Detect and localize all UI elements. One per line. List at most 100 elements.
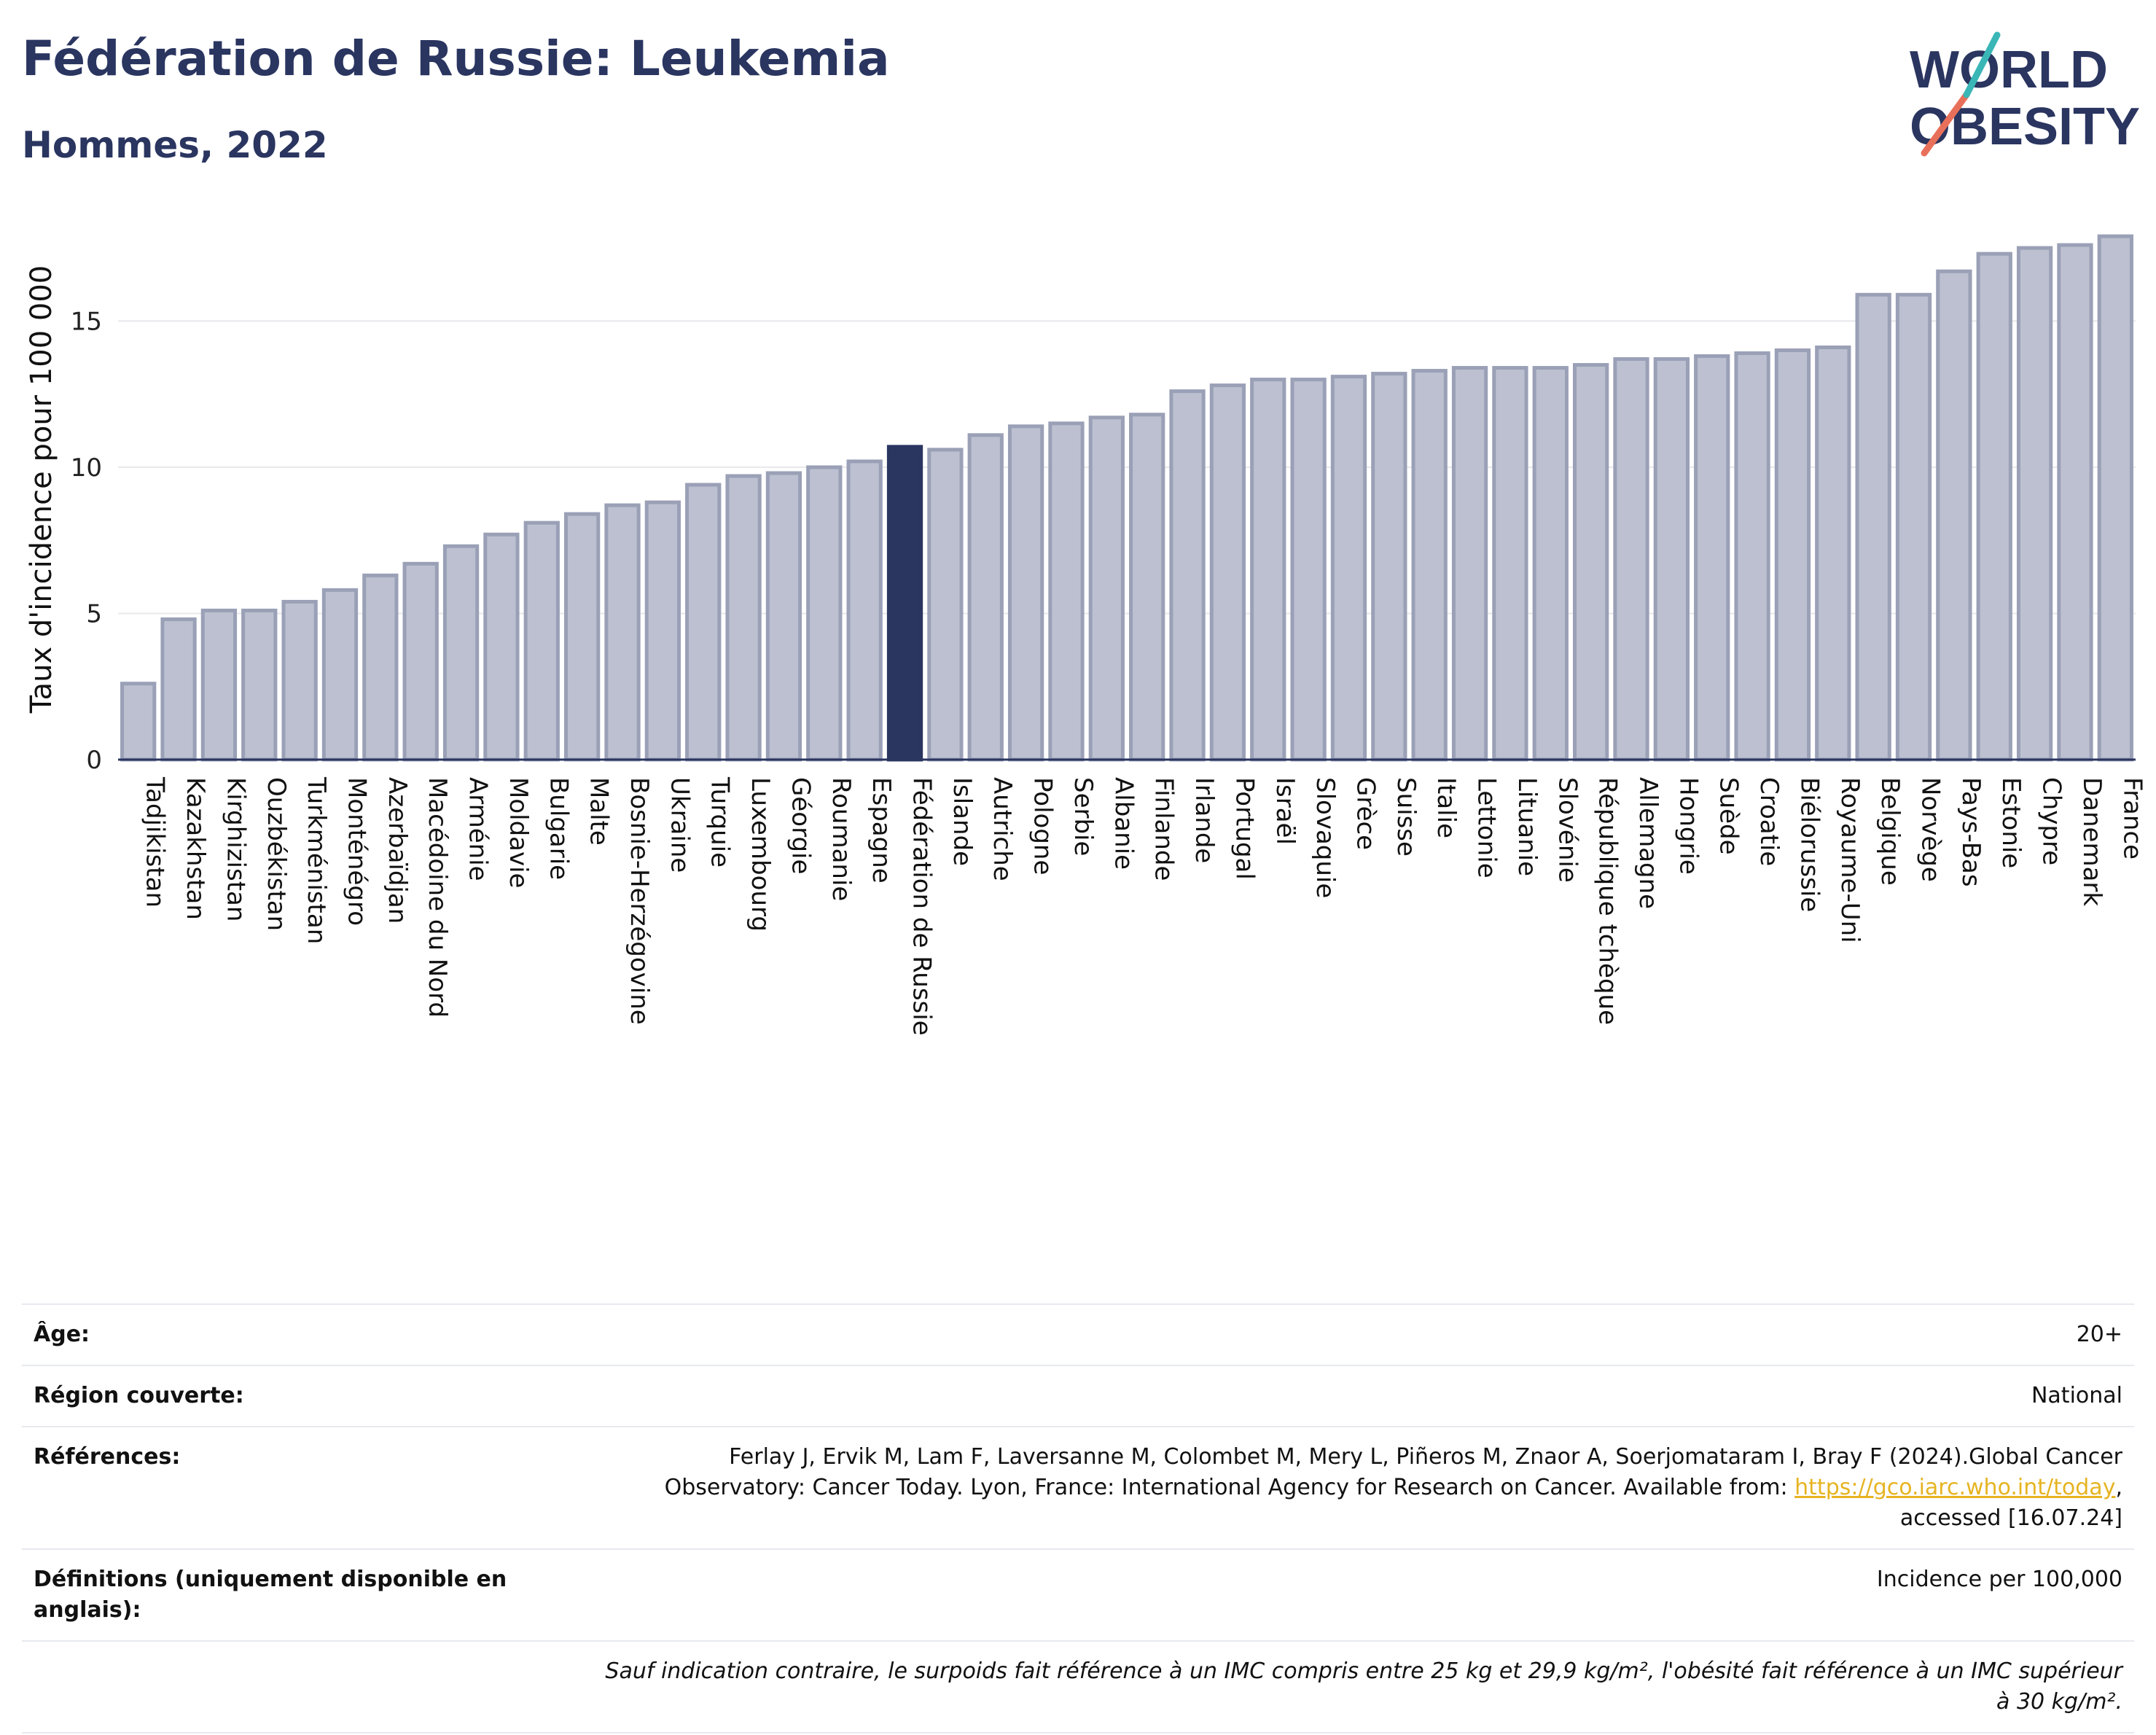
x-tick-label: Portugal: [1230, 777, 1259, 880]
references-link[interactable]: https://gco.iarc.who.int/today: [1794, 1475, 2116, 1500]
x-tick-label: Israël: [1270, 777, 1300, 845]
bar: [604, 503, 641, 762]
bar: [362, 573, 399, 762]
y-axis-label: Taux d'incidence pour 100 000: [25, 265, 58, 714]
x-tick-label: Pays-Bas: [1956, 777, 1985, 887]
info-row-age: Âge: 20+: [22, 1303, 2134, 1365]
y-tick-label: 10: [71, 453, 102, 483]
bar: [1855, 292, 1891, 762]
definitions-label: Définitions (uniquement disponible en an…: [34, 1567, 507, 1623]
references-accessed: , accessed [16.07.24]: [1899, 1475, 2122, 1531]
x-tick-label: Roumanie: [827, 777, 856, 901]
x-tick-label: Luxembourg: [746, 777, 775, 932]
x-tick-label: Macédoine du Nord: [423, 777, 452, 1018]
bar-chart: 0 5 10 15 Tadjikistan Kazakhstan Kirghizistan O…: [25, 234, 2147, 1036]
x-tick-label: Géorgie: [786, 777, 815, 874]
x-tick-label: Italie: [1432, 777, 1461, 838]
x-tick-label: Ouzbékistan: [262, 777, 291, 931]
x-tick-label: Kazakhstan: [181, 777, 210, 920]
bar: [1653, 357, 1690, 762]
x-tick-label: Ukraine: [665, 777, 694, 873]
info-row-definitions: Définitions (uniquement disponible en an…: [22, 1548, 2134, 1640]
bar: [2016, 246, 2053, 762]
bar: [927, 448, 964, 762]
references-value: Ferlay J, Ervik M, Lam F, Laversanne M, …: [592, 1442, 2122, 1534]
definitions-value: Incidence per 100,000: [1876, 1567, 2122, 1592]
x-tick-label: Lituanie: [1512, 777, 1542, 876]
x-tick-label: Irlande: [1190, 777, 1219, 863]
bar: [1936, 269, 1972, 762]
bar: [1007, 424, 1044, 762]
world-obesity-logo: WORLD OBESITY: [1910, 31, 2140, 157]
x-tick-label: Arménie: [464, 777, 493, 881]
bar: [1895, 292, 1932, 762]
bar: [1371, 372, 1407, 762]
bar: [1048, 421, 1085, 762]
bar: [2057, 243, 2093, 762]
bar: [1088, 416, 1125, 762]
x-tick-label: Danemark: [2077, 777, 2106, 906]
bar: [321, 588, 359, 762]
bar: [200, 608, 238, 762]
x-tick-label: Slovénie: [1552, 777, 1582, 883]
x-tick-label: Fédération de Russie: [907, 777, 937, 1036]
bar: [806, 465, 843, 762]
x-tick-label: Bosnie-Herzégovine: [625, 777, 654, 1025]
logo-slash-red: [1921, 91, 1970, 157]
x-tick-label: Belgique: [1875, 777, 1905, 886]
x-tick-label: Kirghizistan: [221, 777, 250, 921]
x-tick-label: Serbie: [1069, 777, 1098, 856]
info-row-region: Région couverte: National: [22, 1365, 2134, 1426]
bar-highlight: [886, 445, 923, 762]
x-tick-label: Estonie: [1996, 777, 2026, 868]
x-tick-label: Islande: [948, 777, 977, 866]
y-tick-label: 5: [86, 599, 102, 628]
x-tick-label: Turquie: [706, 776, 735, 868]
x-tick-label: Hongrie: [1673, 777, 1703, 875]
age-label: Âge:: [34, 1322, 90, 1347]
references-label: Références:: [34, 1444, 181, 1470]
x-tick-label: Croatie: [1754, 777, 1784, 866]
bar: [1290, 378, 1327, 762]
bar: [967, 433, 1004, 762]
logo-line1: WORLD: [1910, 41, 2108, 99]
bar: [1209, 383, 1246, 762]
x-tick-label: Norvège: [1916, 777, 1945, 882]
bar: [2097, 234, 2133, 762]
bar: [1411, 369, 1448, 762]
bar: [685, 483, 722, 762]
bar: [1613, 357, 1649, 762]
footnote: Sauf indication contraire, le surpoids f…: [605, 1658, 2122, 1715]
x-tick-label: Tadjikistan: [141, 776, 170, 908]
x-tick-label: Chypre: [2037, 777, 2066, 865]
bar: [160, 617, 197, 762]
bar: [1451, 366, 1488, 762]
bar: [846, 459, 883, 762]
bar: [1774, 348, 1811, 762]
region-value: National: [2031, 1383, 2122, 1408]
x-tick-label: Turkménistan: [302, 776, 331, 944]
x-tick-label: Finlande: [1149, 777, 1179, 881]
bar: [1734, 351, 1770, 762]
y-tick-label: 15: [71, 307, 102, 336]
bar: [1572, 363, 1609, 762]
region-label: Région couverte:: [34, 1383, 244, 1408]
y-tick-label: 0: [86, 746, 102, 775]
x-tick-label: Grèce: [1351, 777, 1380, 850]
logo-slash-teal: [1963, 31, 2001, 98]
x-tick-label: Moldavie: [504, 777, 533, 889]
bar: [725, 474, 762, 762]
x-tick-label: Azerbaïdjan: [383, 777, 412, 924]
info-row-references: Références: Ferlay J, Ervik M, Lam F, La…: [22, 1426, 2134, 1548]
bar: [1330, 375, 1367, 762]
bar: [483, 532, 520, 762]
bar: [644, 500, 681, 762]
page-title: Fédération de Russie: Leukemia: [22, 31, 890, 87]
x-tick-label: Lettonie: [1472, 777, 1501, 878]
references-text: Ferlay J, Ervik M, Lam F, Laversanne M, …: [664, 1444, 2122, 1500]
bar: [1492, 366, 1528, 762]
x-tick-label: Albanie: [1109, 777, 1138, 870]
x-tick-label: Biélorussie: [1794, 777, 1824, 912]
bar: [523, 520, 560, 762]
x-tick-label: Royaume-Uni: [1835, 777, 1864, 943]
